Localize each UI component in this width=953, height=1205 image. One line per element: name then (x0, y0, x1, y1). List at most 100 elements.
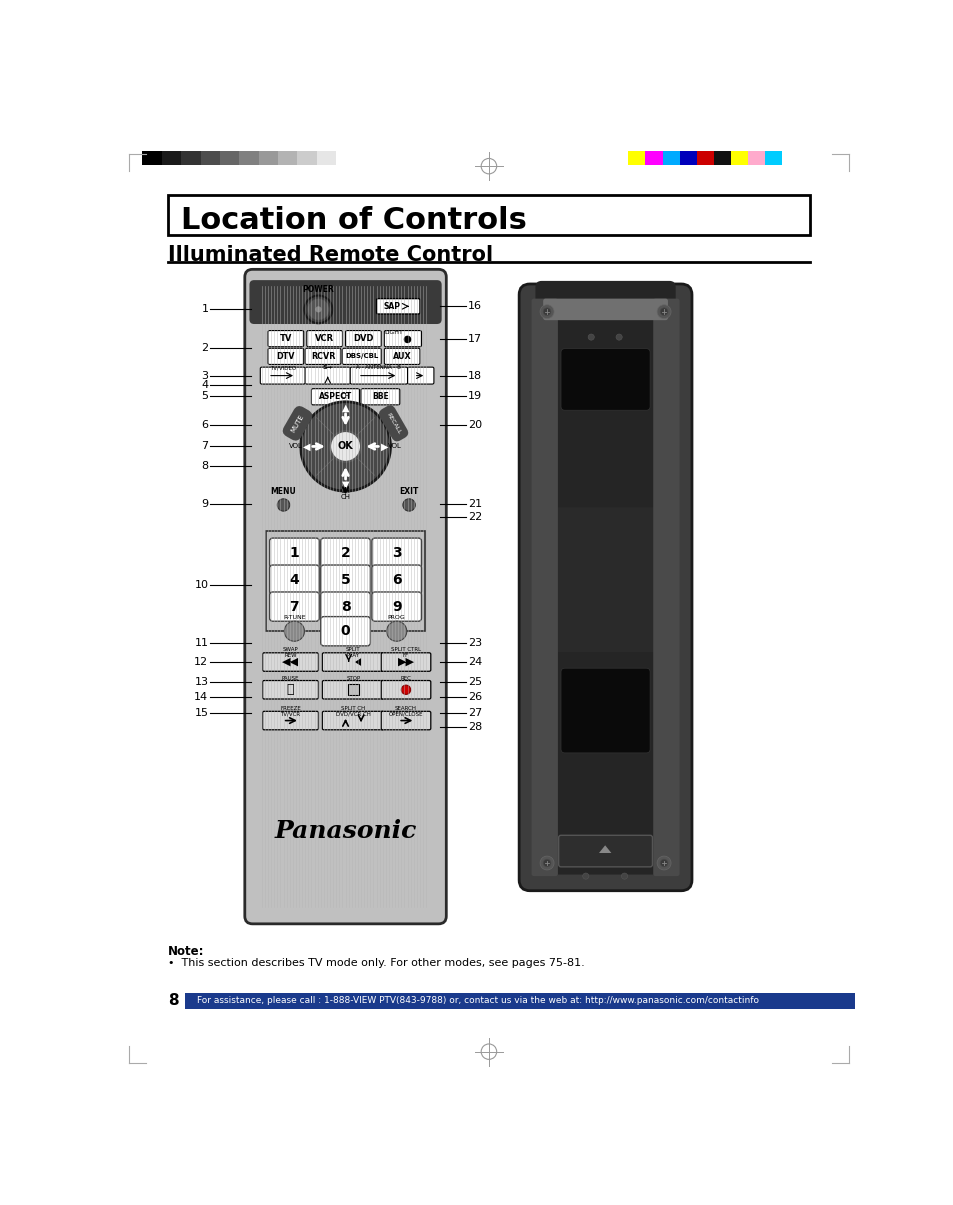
Circle shape (277, 499, 290, 511)
FancyBboxPatch shape (531, 299, 558, 876)
FancyBboxPatch shape (535, 281, 675, 578)
Text: 27: 27 (468, 707, 482, 718)
FancyBboxPatch shape (322, 681, 384, 699)
FancyBboxPatch shape (372, 539, 421, 568)
Text: Illuminated Remote Control: Illuminated Remote Control (168, 245, 493, 265)
Text: TV/VCR: TV/VCR (280, 711, 300, 716)
FancyBboxPatch shape (342, 348, 381, 364)
Text: MUTE: MUTE (290, 413, 305, 434)
Text: 22: 22 (468, 512, 482, 522)
Circle shape (300, 401, 390, 492)
Text: 4: 4 (289, 572, 299, 587)
Text: ⏸: ⏸ (287, 683, 294, 696)
Text: 7: 7 (201, 441, 208, 452)
FancyBboxPatch shape (554, 507, 657, 652)
Text: CH: CH (340, 393, 350, 399)
FancyBboxPatch shape (322, 711, 384, 730)
Circle shape (657, 856, 670, 870)
Polygon shape (355, 658, 360, 666)
Polygon shape (598, 845, 611, 853)
Circle shape (304, 295, 332, 323)
Text: 19: 19 (468, 392, 481, 401)
Bar (162, 151, 181, 165)
Text: 12: 12 (194, 657, 208, 668)
FancyBboxPatch shape (518, 284, 691, 890)
FancyBboxPatch shape (376, 299, 419, 315)
Circle shape (404, 336, 410, 342)
Circle shape (307, 299, 329, 321)
Text: LIGHT: LIGHT (384, 330, 402, 335)
Text: 3: 3 (392, 546, 401, 559)
FancyBboxPatch shape (320, 565, 370, 594)
Text: ▶: ▶ (380, 441, 388, 452)
Text: 8: 8 (168, 993, 178, 1009)
Bar (297, 151, 316, 165)
Text: SPLIT CTRL: SPLIT CTRL (391, 647, 420, 652)
Text: CH: CH (340, 488, 350, 494)
Bar (142, 151, 162, 165)
Circle shape (587, 334, 594, 340)
Text: 2: 2 (340, 546, 350, 559)
FancyBboxPatch shape (407, 368, 434, 384)
Bar (679, 151, 696, 165)
FancyBboxPatch shape (653, 299, 679, 876)
FancyBboxPatch shape (320, 617, 370, 646)
Text: SWAP: SWAP (282, 647, 298, 652)
FancyBboxPatch shape (360, 389, 399, 405)
Text: 0: 0 (340, 624, 350, 639)
Text: 28: 28 (468, 722, 482, 731)
FancyBboxPatch shape (535, 586, 675, 875)
Circle shape (542, 307, 550, 316)
Text: 20: 20 (468, 419, 481, 430)
FancyBboxPatch shape (381, 711, 431, 730)
Text: 1: 1 (201, 305, 208, 315)
Circle shape (616, 334, 621, 340)
Text: 17: 17 (468, 334, 481, 343)
Text: 9: 9 (201, 499, 208, 510)
FancyBboxPatch shape (307, 330, 342, 347)
Text: 5: 5 (201, 392, 208, 401)
Bar (220, 151, 239, 165)
Text: ▶▶: ▶▶ (397, 657, 414, 668)
Text: RCVR: RCVR (311, 352, 335, 360)
Bar (348, 684, 358, 695)
Text: DTV: DTV (276, 352, 294, 360)
Circle shape (330, 431, 360, 462)
Text: 11: 11 (194, 637, 208, 648)
Text: 23: 23 (468, 637, 481, 648)
Bar (764, 151, 781, 165)
Bar (181, 151, 200, 165)
Text: 2: 2 (201, 343, 208, 353)
Circle shape (402, 499, 415, 511)
Text: 24: 24 (468, 657, 482, 668)
Bar (200, 151, 220, 165)
FancyBboxPatch shape (558, 835, 652, 866)
Text: 13: 13 (194, 677, 208, 687)
Bar (645, 151, 661, 165)
FancyBboxPatch shape (381, 681, 431, 699)
FancyBboxPatch shape (372, 592, 421, 622)
Text: 16: 16 (468, 301, 481, 311)
Text: ▲: ▲ (341, 402, 349, 413)
Bar (661, 151, 679, 165)
Text: TV/VIDEO: TV/VIDEO (270, 365, 295, 370)
Text: PAUSE: PAUSE (281, 676, 299, 682)
FancyBboxPatch shape (345, 330, 381, 347)
FancyBboxPatch shape (245, 270, 446, 924)
Text: OK: OK (337, 441, 353, 452)
Text: Location of Controls: Location of Controls (181, 206, 527, 235)
Text: 4: 4 (201, 380, 208, 390)
FancyBboxPatch shape (322, 653, 384, 671)
FancyBboxPatch shape (262, 711, 318, 730)
Text: ◀: ◀ (303, 441, 311, 452)
Circle shape (620, 872, 627, 880)
Text: 1: 1 (289, 546, 299, 559)
Text: 18: 18 (468, 371, 481, 381)
Text: FF: FF (402, 653, 409, 658)
FancyBboxPatch shape (268, 330, 303, 347)
Text: SEARCH: SEARCH (395, 706, 416, 711)
Text: 21: 21 (468, 499, 481, 510)
Circle shape (284, 622, 304, 641)
Circle shape (659, 859, 667, 866)
Circle shape (659, 307, 667, 316)
